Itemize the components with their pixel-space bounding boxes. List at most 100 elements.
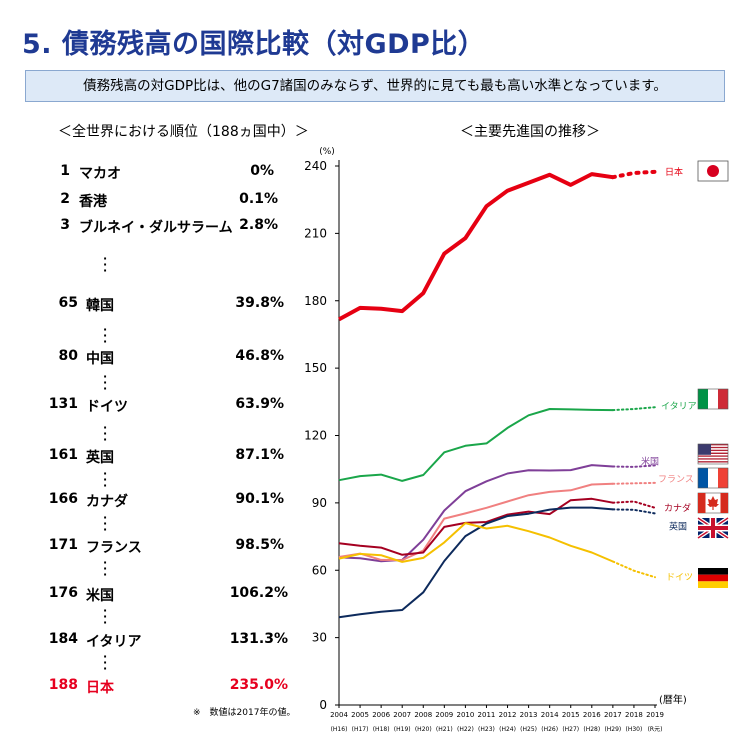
ranking-row: 1 マカオ 0%	[0, 163, 300, 183]
ranking-rank: 3	[60, 217, 70, 233]
x-tick-label: 2006	[372, 711, 390, 719]
x-tick-label: 2013	[520, 711, 538, 719]
legend-label: イタリア	[661, 401, 697, 412]
x-era-label: (H21)	[436, 726, 453, 733]
omission-dots: · · ·	[103, 467, 108, 492]
x-tick-label: 2004	[330, 711, 348, 719]
ranking-country: 日本	[86, 680, 114, 696]
ranking-rank: 65	[58, 295, 78, 311]
ranking-rank: 80	[58, 348, 78, 364]
y-tick-label: 210	[304, 226, 327, 240]
ranking-row: 184 イタリア 131.3%	[0, 631, 300, 651]
series-projection-カナダ	[611, 500, 656, 509]
series-projection-日本	[610, 169, 657, 180]
x-tick-label: 2009	[435, 711, 453, 719]
series-line-カナダ	[338, 497, 614, 556]
legend-label: 日本	[665, 166, 683, 178]
series-projection-ドイツ	[611, 560, 656, 579]
legend-label: 米国	[641, 455, 659, 467]
ranking-rank: 2	[60, 191, 70, 207]
italy-flag-icon	[697, 388, 729, 410]
ranking-value: 98.5%	[235, 537, 284, 553]
y-tick-label: 30	[312, 631, 327, 645]
omission-dots: · · ·	[103, 323, 108, 348]
x-era-label: (R元)	[648, 726, 663, 733]
omission-dots: · · ·	[103, 252, 108, 277]
x-era-label: (H18)	[373, 726, 390, 733]
x-era-label: (H17)	[352, 726, 369, 733]
x-tick-label: 2012	[499, 711, 517, 719]
y-tick-label: 90	[312, 496, 327, 510]
omission-dots: · · ·	[103, 511, 108, 536]
x-tick-label: 2015	[562, 711, 580, 719]
series-line-米国	[338, 464, 613, 563]
legend-label: フランス	[658, 474, 694, 485]
trend-heading: ＜主要先進国の推移＞	[460, 124, 600, 140]
usa-flag-icon	[697, 443, 729, 465]
ranking-value: 90.1%	[235, 491, 284, 507]
x-unit-label: (暦年)	[659, 693, 687, 706]
uk-flag-icon	[696, 516, 730, 540]
omission-dots: · · ·	[103, 604, 108, 629]
x-tick-label: 2018	[625, 711, 643, 719]
legend-label: ドイツ	[666, 573, 693, 583]
japan-flag-icon	[697, 160, 729, 182]
ranking-value: 87.1%	[235, 447, 284, 463]
y-tick-label: 60	[312, 563, 327, 577]
y-unit-label: (%)	[319, 147, 335, 157]
ranking-row: 166 カナダ 90.1%	[0, 491, 300, 511]
legend-label: 英国	[669, 520, 687, 532]
ranking-heading: ＜全世界における順位（188ヵ国中）＞	[58, 124, 309, 140]
x-era-label: (H29)	[604, 726, 621, 733]
y-tick-label: 240	[304, 159, 327, 173]
series-line-日本	[338, 172, 614, 322]
ranking-row: 161 英国 87.1%	[0, 447, 300, 467]
x-era-label: (H19)	[394, 726, 411, 733]
ranking-value: 131.3%	[229, 631, 288, 647]
x-era-label: (H16)	[331, 726, 348, 733]
x-tick-label: 2010	[456, 711, 474, 719]
x-tick-label: 2011	[478, 711, 496, 719]
y-tick-label: 180	[304, 294, 327, 308]
ranking-value: 0.1%	[239, 191, 278, 207]
ranking-row: 171 フランス 98.5%	[0, 537, 300, 557]
x-era-label: (H22)	[457, 726, 474, 733]
ranking-row: 80 中国 46.8%	[0, 348, 300, 368]
omission-dots: · · ·	[103, 650, 108, 675]
ranking-rank: 184	[48, 631, 78, 647]
ranking-value: 0%	[250, 163, 274, 179]
ranking-row: 2 香港 0.1%	[0, 191, 300, 211]
x-era-label: (H30)	[626, 726, 643, 733]
ranking-country: 韓国	[86, 298, 114, 314]
x-tick-label: 2005	[351, 711, 369, 719]
ranking-rank: 171	[48, 537, 78, 553]
x-era-label: (H27)	[562, 726, 579, 733]
ranking-country: ドイツ	[86, 399, 128, 415]
ranking-country: 米国	[86, 588, 114, 604]
footnote: ※ 数値は2017年の値。	[193, 708, 296, 718]
page-title: 5. 債務残高の国際比較（対GDP比）	[22, 29, 486, 60]
ranking-country: 中国	[86, 351, 114, 367]
x-tick-label: 2017	[604, 711, 622, 719]
series-projection-フランス	[611, 481, 656, 485]
ranking-country: 英国	[86, 450, 114, 466]
canada-flag-icon	[697, 492, 729, 514]
omission-dots: · · ·	[103, 421, 108, 446]
ranking-row: 65 韓国 39.8%	[0, 295, 300, 315]
ranking-value: 106.2%	[229, 585, 288, 601]
x-tick-label: 2014	[541, 711, 559, 719]
x-era-label: (H23)	[478, 726, 495, 733]
series-line-英国	[338, 506, 613, 619]
ranking-country: イタリア	[86, 634, 142, 650]
ranking-value: 46.8%	[235, 348, 284, 364]
y-tick-label: 150	[304, 361, 327, 375]
series-projection-英国	[611, 508, 656, 515]
ranking-rank: 176	[48, 585, 78, 601]
ranking-country: 香港	[79, 194, 107, 210]
x-tick-label: 2019	[646, 711, 664, 719]
ranking-rank: 188	[48, 677, 78, 693]
series-line-イタリア	[338, 408, 613, 482]
ranking-value: 39.8%	[235, 295, 284, 311]
ranking-country: カナダ	[86, 494, 128, 510]
ranking-country: フランス	[86, 540, 142, 556]
